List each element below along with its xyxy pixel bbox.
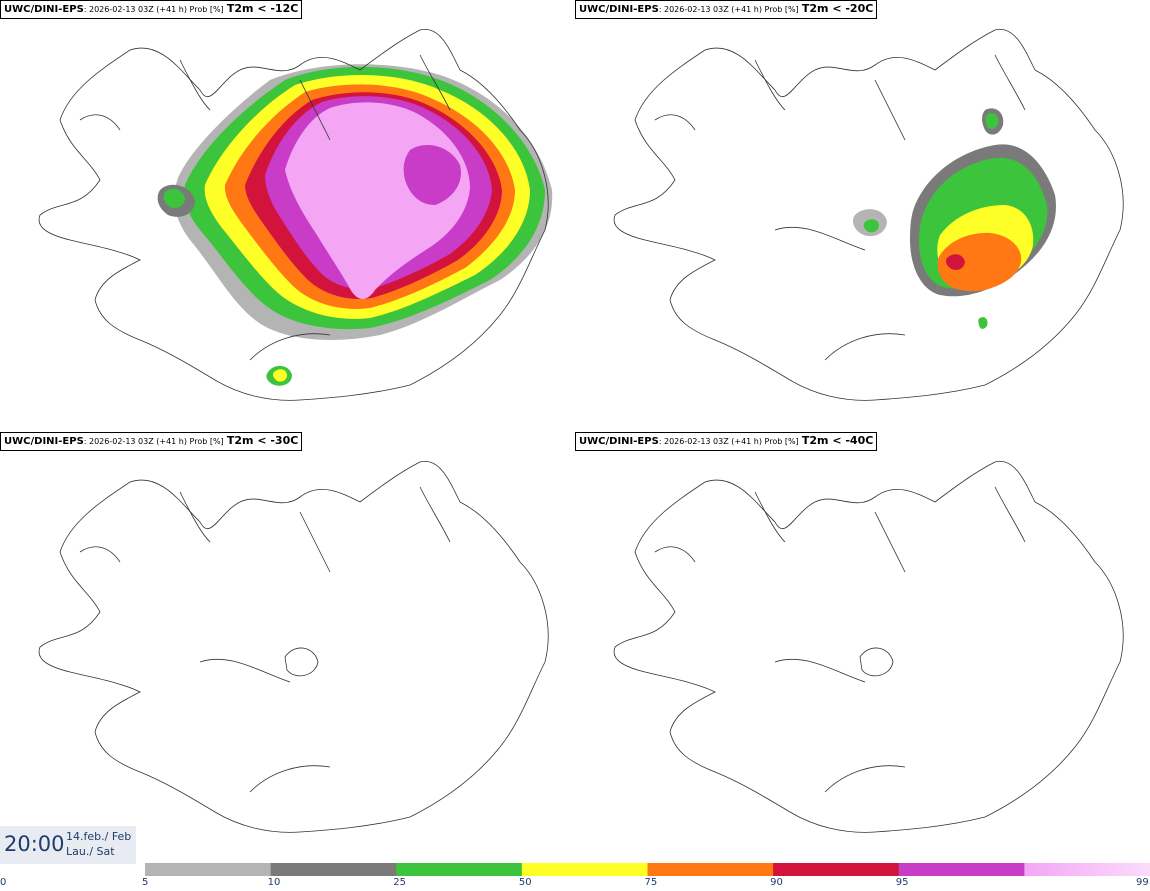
run-info: : 2026-02-13 03Z (+41 h) Prob [%] [658, 437, 799, 446]
probability-shading [157, 64, 553, 386]
colorbar-tick-label: 0 [0, 877, 7, 888]
colorbar-tick-label: 90 [770, 877, 783, 888]
panel-title: UWC/DINI-EPS: 2026-02-13 03Z (+41 h) Pro… [0, 432, 303, 451]
coastline [38, 28, 549, 401]
threshold-label: T2m < -12C [226, 2, 299, 15]
threshold-label: T2m < -40C [801, 434, 874, 447]
valid-time: 20:00 [4, 832, 65, 856]
map-iceland [38, 28, 553, 401]
colorbar-tick-label: 50 [518, 877, 532, 888]
coastline [613, 28, 1124, 401]
run-info: : 2026-02-13 03Z (+41 h) Prob [%] [83, 437, 224, 446]
panel-t2m-lt-12: UWC/DINI-EPS: 2026-02-13 03Z (+41 h) Pro… [0, 0, 575, 432]
map-iceland [38, 460, 549, 833]
panel-title: UWC/DINI-EPS: 2026-02-13 03Z (+41 h) Pro… [0, 0, 303, 19]
colorbar-segment [773, 863, 900, 876]
coastline [613, 460, 1124, 833]
colorbar-tick-label: 25 [393, 877, 406, 888]
run-info: : 2026-02-13 03Z (+41 h) Prob [%] [658, 5, 799, 14]
model-name: UWC/DINI-EPS [4, 436, 84, 447]
colorbar-tick-label: 10 [267, 877, 281, 888]
map-iceland [613, 28, 1124, 401]
probability-shading [852, 108, 1056, 329]
colorbar [145, 863, 1150, 876]
colorbar-segment [145, 863, 272, 876]
panel-t2m-lt-20: UWC/DINI-EPS: 2026-02-13 03Z (+41 h) Pro… [575, 0, 1150, 432]
valid-weekday: Lau./ Sat [66, 845, 115, 858]
model-name: UWC/DINI-EPS [579, 436, 659, 447]
coastline [38, 460, 549, 833]
panel-title: UWC/DINI-EPS: 2026-02-13 03Z (+41 h) Pro… [575, 0, 878, 19]
panel-title: UWC/DINI-EPS: 2026-02-13 03Z (+41 h) Pro… [575, 432, 878, 451]
map-iceland [613, 460, 1124, 833]
threshold-label: T2m < -20C [801, 2, 874, 15]
colorbar-tick-label: 5 [142, 877, 149, 888]
threshold-label: T2m < -30C [226, 434, 299, 447]
model-name: UWC/DINI-EPS [4, 4, 84, 15]
panel-t2m-lt-30: UWC/DINI-EPS: 2026-02-13 03Z (+41 h) Pro… [0, 432, 575, 864]
colorbar-tick-label: 99 [1136, 877, 1149, 888]
valid-date: 14.feb./ Feb [66, 830, 132, 843]
colorbar-segment [898, 863, 1025, 876]
colorbar-segment [1024, 863, 1150, 876]
model-name: UWC/DINI-EPS [579, 4, 659, 15]
colorbar-segment [270, 863, 397, 876]
colorbar-tick-label: 95 [895, 877, 909, 888]
colorbar-tick-label: 75 [644, 877, 658, 888]
panel-t2m-lt-40: UWC/DINI-EPS: 2026-02-13 03Z (+41 h) Pro… [575, 432, 1150, 864]
colorbar-segment [396, 863, 523, 876]
colorbar-segment [647, 863, 774, 876]
colorbar-segment [521, 863, 648, 876]
run-info: : 2026-02-13 03Z (+41 h) Prob [%] [83, 5, 224, 14]
valid-time-box: 20:00 14.feb./ Feb Lau./ Sat [0, 826, 136, 864]
